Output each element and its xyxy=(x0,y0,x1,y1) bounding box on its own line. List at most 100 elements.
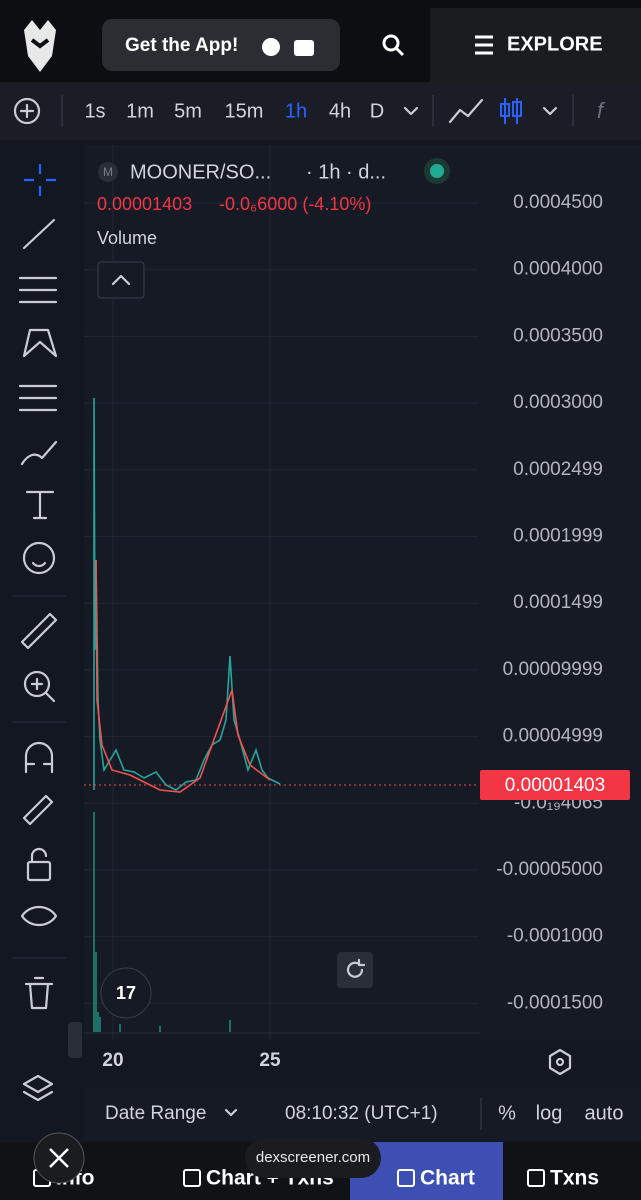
apple-icon xyxy=(262,38,280,56)
logo-eyes xyxy=(30,38,50,49)
zoom-lens xyxy=(30,677,56,703)
reset-icon xyxy=(346,958,366,978)
plus xyxy=(19,103,35,119)
intervals: 1s 1m 5m 15m 1h 4h D xyxy=(84,100,384,122)
pair-interval: · 1h · d... xyxy=(306,161,386,183)
toolbar xyxy=(0,82,641,140)
zoom-tool[interactable] xyxy=(23,670,51,698)
crosshair-tool[interactable] xyxy=(24,164,56,196)
tab-icon xyxy=(527,1169,545,1187)
footer-bar xyxy=(84,1088,641,1140)
android-icon xyxy=(294,40,314,56)
magnet-tool[interactable] xyxy=(24,741,54,774)
settings-dot xyxy=(555,1057,565,1067)
time-axis: 20 25 xyxy=(102,1050,281,1071)
candle-body xyxy=(512,101,522,117)
date-range[interactable]: Date Range xyxy=(105,1103,206,1124)
interval[interactable]: 1m xyxy=(126,100,154,122)
fib-tool[interactable] xyxy=(18,276,58,304)
status-dot xyxy=(430,164,444,178)
lock-tool[interactable] xyxy=(26,860,52,882)
get-app-button[interactable] xyxy=(102,19,340,71)
current-price: 0.00001403 xyxy=(505,775,605,796)
prediction-tool[interactable] xyxy=(18,384,58,412)
explore-text[interactable]: EXPLORE xyxy=(507,33,603,55)
fx-icon[interactable]: f xyxy=(597,98,606,123)
url: dexscreener.com xyxy=(256,1149,370,1166)
legend-price: 0.00001403 xyxy=(97,194,192,214)
url-pill xyxy=(245,1138,381,1178)
token-icon xyxy=(98,162,118,182)
sidebar xyxy=(0,140,80,1100)
collapse-legend[interactable] xyxy=(97,261,145,299)
clock[interactable]: 08:10:32 (UTC+1) xyxy=(285,1103,438,1124)
text-tool[interactable] xyxy=(25,490,55,520)
reset-button[interactable] xyxy=(337,952,373,988)
add-indicator[interactable] xyxy=(13,97,41,125)
line-tool[interactable] xyxy=(22,218,56,250)
volume-trace xyxy=(93,812,231,1032)
get-app-text: Get the App! xyxy=(125,35,238,56)
ruler-tool[interactable] xyxy=(20,612,58,650)
menu-icon[interactable] xyxy=(475,35,493,55)
interval[interactable]: 1h xyxy=(285,100,307,122)
caret xyxy=(111,274,131,286)
shackle xyxy=(30,847,48,864)
brush-tool[interactable] xyxy=(20,440,58,466)
auto-toggle[interactable]: auto xyxy=(585,1102,624,1124)
price-trace-down xyxy=(95,559,271,793)
interval[interactable]: 4h xyxy=(329,100,351,122)
token-letter: M xyxy=(103,165,113,179)
close-icon xyxy=(49,1148,69,1168)
interval[interactable]: 15m xyxy=(225,100,264,122)
price-label: 0.0001499 xyxy=(513,592,603,613)
grid xyxy=(84,202,478,1004)
price-label: -0.0001000 xyxy=(507,926,603,947)
chevron[interactable] xyxy=(542,106,558,116)
explore-area xyxy=(430,8,641,82)
tab-label[interactable]: Txns xyxy=(550,1167,599,1190)
interval[interactable]: D xyxy=(370,100,384,122)
price-label: 0.0004500 xyxy=(513,192,603,213)
pattern-tool[interactable] xyxy=(22,328,58,358)
candle-body xyxy=(500,103,510,117)
tv-mark: 17 xyxy=(116,983,136,1003)
delete-tool[interactable] xyxy=(24,976,54,1010)
settings-icon[interactable] xyxy=(548,1048,572,1076)
chart-pane xyxy=(84,145,641,1040)
emoji-tool[interactable] xyxy=(22,541,56,575)
search-icon[interactable] xyxy=(382,34,400,52)
time-label: 25 xyxy=(259,1050,281,1071)
legend-change: -0.0₆6000 (-4.10%) xyxy=(219,194,371,214)
price-label: 0.0004000 xyxy=(513,259,603,280)
time-label: 20 xyxy=(102,1050,123,1071)
price-label: 0.00009999 xyxy=(503,659,603,680)
tv-logo[interactable] xyxy=(100,967,152,1019)
interval[interactable]: 5m xyxy=(174,100,202,122)
price-label: 0.00004999 xyxy=(503,726,603,747)
volume-label: Volume xyxy=(97,228,157,248)
lock-draw-tool[interactable] xyxy=(22,794,54,826)
chevron[interactable] xyxy=(403,106,419,116)
chevron xyxy=(224,1108,238,1117)
search-handle xyxy=(394,46,405,57)
layers-icon[interactable] xyxy=(22,1074,54,1102)
price-label: 0.0003000 xyxy=(513,392,603,413)
price-axis: 0.0004500 0.0004000 0.0003500 0.0003000 0.00… xyxy=(496,192,603,1013)
price-label: 0.0002499 xyxy=(513,459,603,480)
collapse-toggle[interactable] xyxy=(68,1022,82,1058)
visibility-tool[interactable] xyxy=(20,905,58,927)
price-label: 0.0003500 xyxy=(513,325,603,346)
log-toggle[interactable]: log xyxy=(536,1102,563,1124)
percent-toggle[interactable]: % xyxy=(498,1102,516,1124)
tab-label[interactable]: Chart xyxy=(420,1167,475,1190)
price-label: 0.0001999 xyxy=(513,526,603,547)
pair-name: MOONER/SO... xyxy=(130,161,271,183)
tab-icon xyxy=(397,1169,415,1187)
line-chart-icon[interactable] xyxy=(448,98,484,124)
price-label: -0.00005000 xyxy=(496,859,603,880)
tab-icon xyxy=(183,1169,201,1187)
current-price-box xyxy=(480,770,630,800)
interval[interactable]: 1s xyxy=(84,100,105,122)
